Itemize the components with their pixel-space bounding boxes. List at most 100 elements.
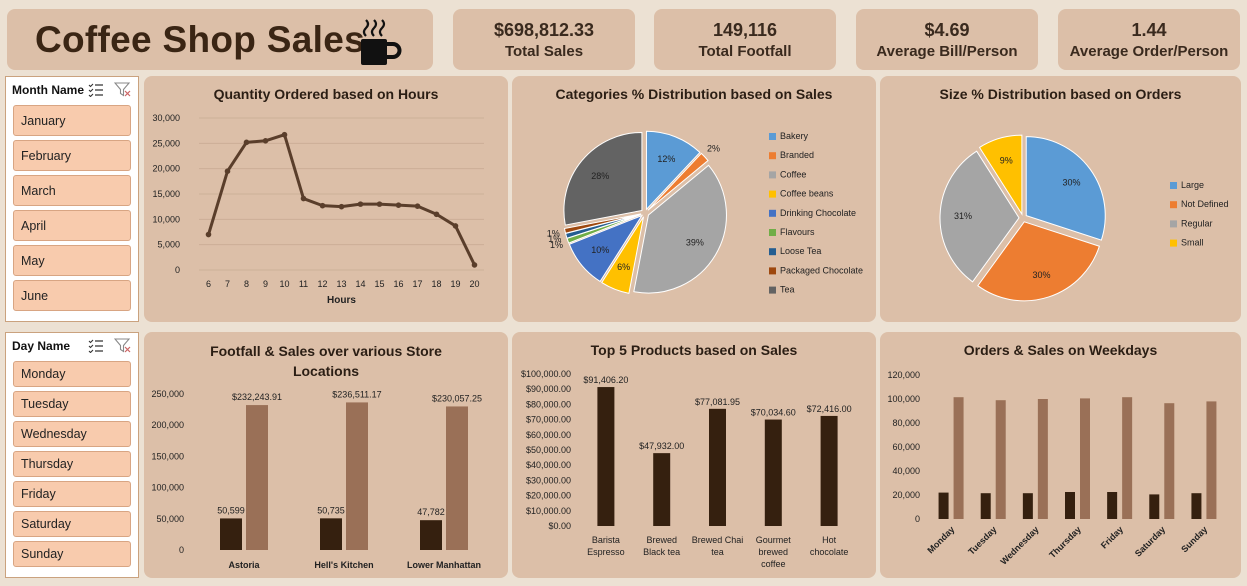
x-tick-label: 11 [299,279,308,289]
y-tick-label: 100,000 [151,483,184,493]
legend-label: Branded [780,150,814,160]
x-tick-label: Tuesday [966,524,998,556]
slicer-item-april[interactable]: April [13,210,131,241]
bar [346,402,368,550]
multi-select-icon[interactable] [88,83,104,97]
data-label: $91,406.20 [583,375,628,385]
x-tick-label: Saturday [1133,524,1167,558]
y-tick-label: $30,000.00 [526,475,571,485]
kpi-value: $698,812.33 [493,20,595,40]
x-tick-label: Sunday [1179,524,1209,554]
x-tick-label: Astoria [228,560,260,570]
products-bar-chart: $100,000.00 $90,000.00 $80,000.00 $70,000.0… [521,369,852,569]
slicer-item-february[interactable]: February [13,140,131,171]
y-tick-label: 120,000 [887,370,920,380]
sizes-chart-panel: Size % Distribution based on Orders 30% 3… [880,76,1241,322]
data-point [452,223,459,229]
legend-swatch [769,133,776,140]
chart-title: Size % Distribution based on Orders [939,86,1182,102]
y-tick-label: 20,000 [152,164,180,174]
x-tick-label: 7 [225,279,230,289]
bar [820,415,838,526]
bar [995,400,1006,519]
slicer-item-friday[interactable]: Friday [13,481,131,507]
kpi-value: 1.44 [1131,20,1167,40]
slice-label: 30% [1033,270,1051,280]
clear-filter-icon[interactable] [114,338,132,354]
title-panel: Coffee Shop Sales [7,9,433,70]
slicer-item-january[interactable]: January [13,105,131,136]
bar [1122,397,1133,519]
x-tick-label: 9 [263,279,268,289]
pie-slice [1025,136,1106,241]
data-label: $77,081.95 [695,397,740,407]
chart-title: Footfall & Sales over various Store Loca… [210,343,442,379]
data-label: $232,243.91 [232,392,282,402]
bar [597,387,615,526]
data-point [433,211,440,218]
clear-filter-icon[interactable] [114,82,132,98]
data-point [414,203,421,209]
categories-chart-panel: Categories % Distribution based on Sales… [512,76,876,322]
legend-label: Not Defined [1181,199,1229,209]
y-tick-label: 150,000 [151,451,184,461]
bar [420,520,442,550]
legend-label: Large [1181,180,1204,190]
y-tick-label: 60,000 [892,442,920,452]
pie-slice [645,130,701,211]
y-tick-label: $40,000.00 [526,460,571,470]
y-tick-label: $10,000.00 [526,506,571,516]
slicer-item-may[interactable]: May [13,245,131,276]
data-label: 50,599 [217,505,245,515]
x-tick-label: 19 [450,279,460,289]
kpi-label: Total Sales [504,43,584,60]
x-tick-label: 8 [244,279,249,289]
bar [220,518,242,550]
hours-chart-panel: Quantity Ordered based on Hours 30,000 25… [144,76,508,322]
slicer-item-thursday[interactable]: Thursday [13,451,131,477]
data-point [357,201,364,207]
x-tick-label: Thursday [1047,524,1083,560]
x-tick-label: Brewed [646,535,677,545]
slice-label: 10% [591,245,609,255]
kpi-total-sales: $698,812.33 Total Sales [453,9,635,70]
legend-label: Flavours [780,227,815,237]
slicer-item-saturday[interactable]: Saturday [13,511,131,537]
slicer-item-monday[interactable]: Monday [13,361,131,387]
x-tick-label: Hot [822,535,837,545]
y-tick-label: $100,000.00 [521,369,571,379]
slicer-item-june[interactable]: June [13,280,131,311]
y-tick-label: $90,000.00 [526,384,571,394]
pie-slice [601,216,645,294]
slicer-item-sunday[interactable]: Sunday [13,541,131,567]
slicer-item-tuesday[interactable]: Tuesday [13,391,131,417]
y-tick-label: 25,000 [152,138,180,148]
x-tick-label: Hell's Kitchen [314,560,373,570]
slice-label: 39% [686,238,704,248]
bar [320,518,342,550]
bar [1164,403,1175,519]
slicer-header: Month Name [12,83,84,97]
legend-label: Regular [1181,218,1213,228]
legend-swatch [1170,201,1177,209]
day-slicer: Day Name Monday Tuesday Wednesday Thursd… [5,332,139,578]
kpi-value: 149,116 [712,20,778,40]
pie-slice [647,152,709,211]
slice-label: 1% [550,240,563,250]
multi-select-icon[interactable] [88,339,104,353]
legend-swatch [769,171,776,179]
slicer-item-march[interactable]: March [13,175,131,206]
data-point [224,168,231,174]
y-tick-label: $20,000.00 [526,491,571,501]
slicer-item-wednesday[interactable]: Wednesday [13,421,131,447]
data-point [300,195,307,202]
chart-title: Categories % Distribution based on Sales [555,86,833,102]
bar [980,493,991,519]
x-tick-label: 18 [431,279,441,289]
sizes-pie-chart: 30% 30% 31% 9% Large Not Defined Regular Small [939,134,1229,302]
coffee-cup-icon [361,19,402,65]
y-tick-label: 0 [175,265,180,275]
x-tick-label: 13 [336,279,346,289]
x-tick-label: brewed [759,547,789,557]
y-tick-label: $50,000.00 [526,445,571,455]
